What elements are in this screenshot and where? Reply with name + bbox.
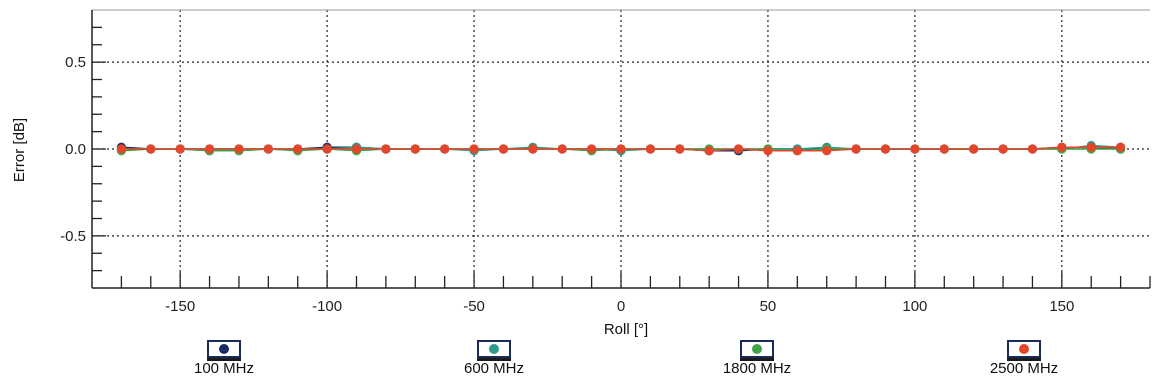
data-point-2500-mhz <box>969 144 979 154</box>
legend-underline <box>1007 358 1041 361</box>
legend-underline <box>207 358 241 361</box>
x-axis-title: Roll [°] <box>604 321 648 338</box>
legend-swatch <box>207 340 241 361</box>
data-point-2500-mhz <box>733 144 744 154</box>
data-point-2500-mhz <box>116 144 126 154</box>
x-tick-label: 50 <box>760 298 777 315</box>
legend-underline <box>477 358 511 361</box>
legend-item: 2500 MHz <box>964 340 1084 377</box>
legend-marker <box>489 344 499 354</box>
data-point-2500-mhz <box>234 144 244 154</box>
data-point-2500-mhz <box>204 144 215 154</box>
data-point-2500-mhz <box>293 144 303 154</box>
y-tick-label: 0.0 <box>65 141 86 158</box>
data-point-2500-mhz <box>351 144 362 154</box>
data-point-2500-mhz <box>587 144 597 154</box>
x-tick-label: -100 <box>312 298 342 315</box>
legend-item: 100 MHz <box>164 340 284 377</box>
legend-swatch <box>1007 340 1041 361</box>
legend-label: 100 MHz <box>193 360 255 377</box>
y-tick-label: -0.5 <box>60 228 86 245</box>
data-point-2500-mhz <box>322 144 332 154</box>
data-point-2500-mhz <box>939 144 949 154</box>
data-point-2500-mhz <box>557 144 567 154</box>
data-point-2500-mhz <box>880 144 891 154</box>
data-point-2500-mhz <box>616 144 626 154</box>
data-point-2500-mhz <box>1116 142 1126 152</box>
legend-swatch <box>477 340 511 361</box>
x-tick-label: 0 <box>617 298 625 315</box>
series-layer <box>116 140 1126 156</box>
legend-item: 600 MHz <box>434 340 554 377</box>
legend-label: 2500 MHz <box>989 360 1059 377</box>
data-point-2500-mhz <box>410 144 420 154</box>
axes: 0.5 0.0 -0.5 -150 -100 -50 0 50 100 150 <box>60 9 1151 315</box>
data-point-2500-mhz <box>175 144 185 154</box>
data-point-2500-mhz <box>146 144 156 154</box>
data-point-2500-mhz <box>645 144 655 154</box>
legend-marker <box>219 344 229 354</box>
data-point-2500-mhz <box>851 144 861 154</box>
data-point-2500-mhz <box>1027 144 1038 154</box>
data-point-2500-mhz <box>469 144 479 154</box>
legend-underline <box>740 358 774 361</box>
x-tick-label: -50 <box>463 298 485 315</box>
legend-label: 600 MHz <box>463 360 525 377</box>
data-point-2500-mhz <box>440 144 450 154</box>
data-point-2500-mhz <box>822 146 832 156</box>
y-axis-title: Error [dB] <box>11 118 28 182</box>
data-point-2500-mhz <box>263 144 273 154</box>
legend-item: 1800 MHz <box>697 340 817 377</box>
data-point-2500-mhz <box>763 146 773 156</box>
data-point-2500-mhz <box>1057 142 1067 152</box>
data-point-2500-mhz <box>998 144 1008 154</box>
data-point-2500-mhz <box>704 146 714 156</box>
data-point-2500-mhz <box>792 146 802 156</box>
data-point-2500-mhz <box>498 144 509 154</box>
legend-label: 1800 MHz <box>722 360 792 377</box>
legend-marker <box>1019 344 1029 354</box>
legend-swatch <box>740 340 774 361</box>
data-point-2500-mhz <box>910 144 920 154</box>
data-point-2500-mhz <box>528 144 538 154</box>
y-tick-label: 0.5 <box>65 54 86 71</box>
x-tick-label: -150 <box>165 298 195 315</box>
legend-marker <box>752 344 762 354</box>
x-tick-label: 150 <box>1049 298 1074 315</box>
data-point-2500-mhz <box>675 144 685 154</box>
data-point-2500-mhz <box>1086 142 1096 152</box>
x-tick-label: 100 <box>902 298 927 315</box>
data-point-2500-mhz <box>381 144 391 154</box>
